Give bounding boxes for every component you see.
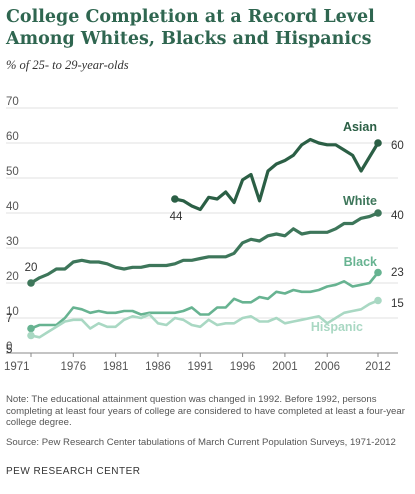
y-tick-label: 40 xyxy=(6,201,19,213)
y-axis-ticks: 0 10 20 30 40 50 60 70 xyxy=(6,96,19,353)
series-end-point-hispanic xyxy=(374,296,382,305)
x-tick-label: 1996 xyxy=(230,361,256,373)
y-tick-label: 30 xyxy=(6,236,19,248)
y-tick-label: 10 xyxy=(6,306,19,318)
x-tick-label: 1986 xyxy=(145,361,171,373)
y-tick-label: 70 xyxy=(6,96,19,108)
chart-note: Note: The educational attainment questio… xyxy=(6,394,405,428)
y-tick-label: 20 xyxy=(6,271,19,283)
series-start-label-white: 20 xyxy=(25,262,38,274)
series-start-label-black: 7 xyxy=(6,313,12,325)
series-start-label-asian: 44 xyxy=(170,211,183,223)
series-end-label-hispanic: 15 xyxy=(391,298,404,310)
x-tick-label: 1971 xyxy=(4,361,30,373)
x-tick-label: 1991 xyxy=(187,361,213,373)
series-start-point-white xyxy=(27,279,35,287)
chart-title: College Completion at a Record Level Amo… xyxy=(6,7,375,49)
y-tick-label: 60 xyxy=(6,131,19,143)
series-start-point-hispanic xyxy=(27,331,35,340)
y-tick-label: 50 xyxy=(6,166,19,178)
series-line-white xyxy=(29,211,380,285)
series-line-hispanic xyxy=(29,299,380,339)
chart-subtitle: % of 25- to 29-year-olds xyxy=(6,58,129,72)
x-tick-label: 2012 xyxy=(365,361,391,373)
chart-source: Source: Pew Research Center tabulations … xyxy=(6,437,396,448)
x-tick-label: 2001 xyxy=(272,361,298,373)
series-line-black xyxy=(29,271,380,330)
y-tick-label: 0 xyxy=(6,341,12,353)
x-tick-label: 1976 xyxy=(61,361,87,373)
series-name-label-hispanic: Hispanic xyxy=(311,320,363,334)
series-end-label-black: 23 xyxy=(391,267,404,279)
series-name-label-asian: Asian xyxy=(343,120,377,134)
gridlines xyxy=(6,107,398,354)
series-end-label-white: 40 xyxy=(391,210,404,222)
x-tick-label: 1981 xyxy=(103,361,129,373)
series-labels: Asian 44 60 White 20 40 Black 7 23 Hispanic 5 15 xyxy=(6,120,404,356)
series-name-label-white: White xyxy=(343,194,377,208)
x-axis-ticks: 1971 1976 1981 1986 1991 1996 2001 2006 2012 xyxy=(4,353,391,373)
series-end-point-asian xyxy=(374,139,382,147)
series-end-point-black xyxy=(374,268,382,277)
series-start-point-black xyxy=(27,324,35,333)
series-start-label-hispanic: 5 xyxy=(6,344,12,356)
organization-name: PEW RESEARCH CENTER xyxy=(6,466,141,477)
series-end-point-white xyxy=(374,209,382,217)
series-start-point-asian xyxy=(171,195,179,203)
series-lines xyxy=(27,137,382,340)
series-line-asian xyxy=(173,137,380,212)
series-name-label-black: Black xyxy=(344,255,377,269)
x-tick-label: 2006 xyxy=(314,361,340,373)
series-end-label-asian: 60 xyxy=(391,140,404,152)
